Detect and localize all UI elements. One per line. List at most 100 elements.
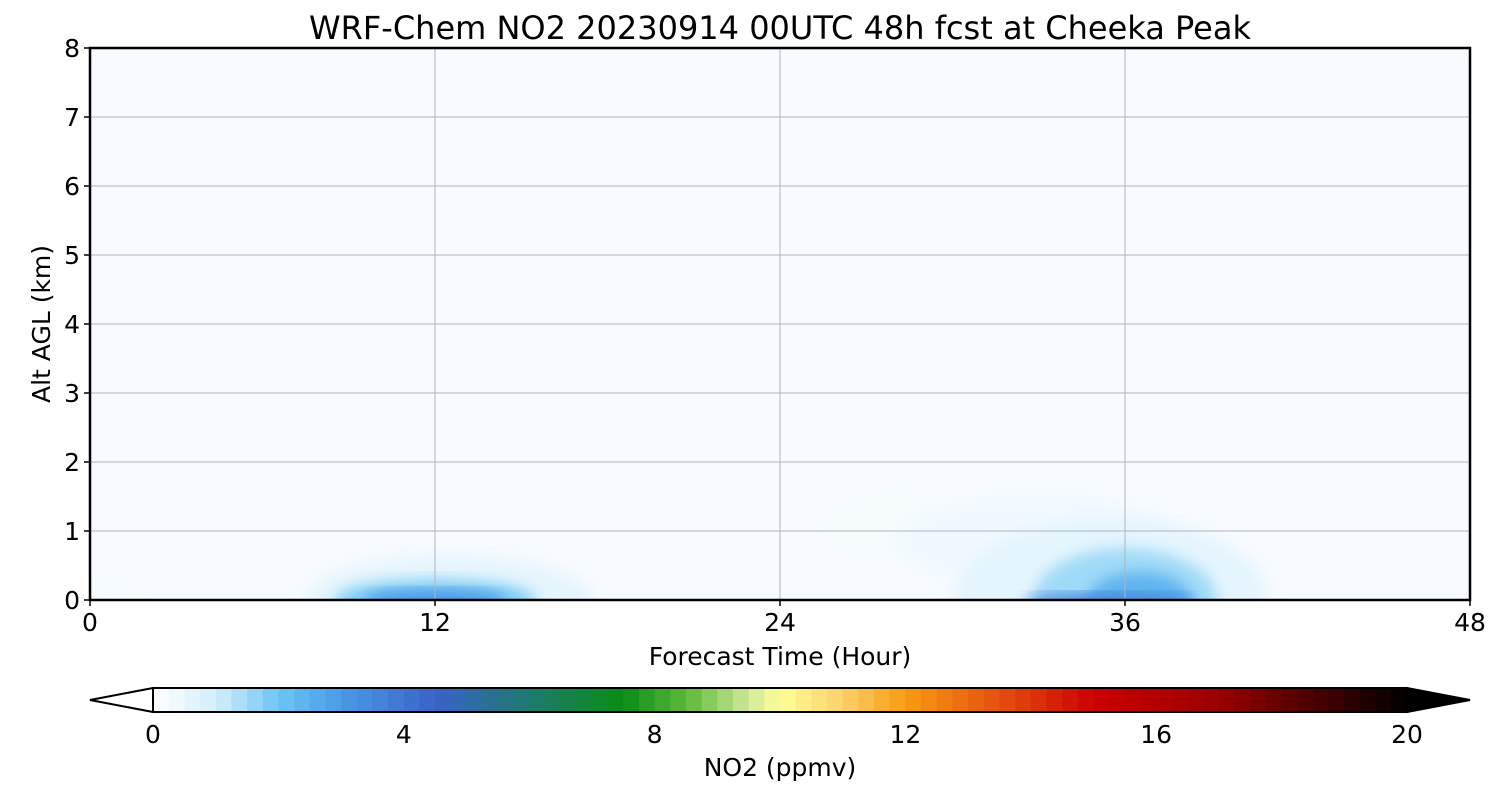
colorbar-swatch-26 [560, 688, 577, 712]
colorbar-swatch-73 [1297, 688, 1314, 712]
colorbar-swatch-55 [1015, 688, 1032, 712]
colorbar-swatch-13 [356, 688, 374, 712]
colorbar-swatch-33 [670, 688, 687, 712]
colorbar-swatch-19 [450, 688, 468, 712]
colorbar-swatch-10 [309, 688, 327, 712]
y-tick-label-2: 2 [64, 448, 80, 477]
y-tick-label-7: 7 [64, 103, 80, 132]
colorbar-swatch-20 [466, 688, 483, 712]
colorbar-swatch-54 [999, 688, 1016, 712]
colorbar-swatch-69 [1234, 688, 1251, 712]
y-tick-label-3: 3 [64, 379, 80, 408]
colorbar-tick-label-0: 0 [145, 720, 161, 749]
colorbar-swatch-9 [294, 688, 311, 712]
colorbar-swatch-4 [215, 688, 232, 712]
colorbar-swatch-41 [795, 688, 812, 712]
colorbar-swatch-70 [1250, 688, 1267, 712]
colorbar-swatch-8 [278, 688, 295, 712]
colorbar-swatch-5 [231, 688, 248, 712]
colorbar-swatch-65 [1171, 688, 1189, 712]
field-blob-0 [90, 586, 148, 600]
colorbar-swatch-74 [1312, 688, 1330, 712]
colorbar-swatch-34 [685, 688, 703, 712]
colorbar-swatch-43 [827, 688, 844, 712]
colorbar-swatch-32 [654, 688, 671, 712]
x-tick-label-36: 36 [1109, 608, 1141, 637]
colorbar-swatch-68 [1218, 688, 1236, 712]
colorbar-swatch-75 [1328, 688, 1345, 712]
colorbar-frame [152, 687, 1408, 713]
colorbar-swatch-23 [513, 688, 530, 712]
colorbar-swatch-56 [1030, 688, 1048, 712]
concentration-field [90, 493, 1269, 600]
colorbar-swatch-60 [1093, 688, 1110, 712]
colorbar-swatch-15 [388, 688, 405, 712]
colorbar-swatch-27 [576, 688, 593, 712]
colorbar-tick-label-16: 16 [1140, 720, 1172, 749]
colorbar-swatch-67 [1203, 688, 1220, 712]
colorbar-swatch-30 [623, 688, 640, 712]
colorbar-tick-label-8: 8 [647, 720, 663, 749]
colorbar-swatch-7 [262, 688, 279, 712]
colorbar-swatch-77 [1359, 688, 1377, 712]
colorbar-swatch-44 [842, 688, 859, 712]
colorbar-swatch-45 [858, 688, 875, 712]
colorbar-extend-max [1406, 686, 1471, 714]
colorbar-swatch-39 [764, 688, 781, 712]
colorbar-swatch-29 [607, 688, 624, 712]
x-tick-label-12: 12 [419, 608, 451, 637]
chart-title: WRF-Chem NO2 20230914 00UTC 48h fcst at … [309, 9, 1251, 47]
field-blob-9 [1024, 593, 1197, 600]
x-axis-label: Forecast Time (Hour) [649, 642, 912, 671]
colorbar-swatch-62 [1124, 688, 1142, 712]
colorbar-swatch-66 [1187, 688, 1204, 712]
colorbar-swatch-35 [701, 688, 718, 712]
colorbar-swatch-18 [435, 688, 452, 712]
x-tick-label-48: 48 [1454, 608, 1486, 637]
y-axis-label: Alt AGL (km) [27, 245, 56, 403]
y-tick-label-4: 4 [64, 310, 80, 339]
colorbar-swatch-25 [544, 688, 562, 712]
colorbar-swatch-58 [1062, 688, 1079, 712]
colorbar-swatch-0 [153, 688, 170, 712]
colorbar-swatch-21 [482, 688, 499, 712]
x-tick-label-24: 24 [764, 608, 796, 637]
colorbar-swatch-28 [591, 688, 609, 712]
colorbar-swatch-72 [1281, 688, 1298, 712]
colorbar-swatch-12 [341, 688, 358, 712]
y-tick-label-5: 5 [64, 241, 80, 270]
colorbar-swatch-24 [529, 688, 546, 712]
colorbar-swatch-2 [184, 688, 201, 712]
colorbar-swatch-53 [983, 688, 1001, 712]
grid-lines [90, 48, 1470, 600]
colorbar-swatch-78 [1375, 688, 1392, 712]
x-tick-label-0: 0 [82, 608, 98, 637]
colorbar-swatch-76 [1344, 688, 1361, 712]
colorbar-swatch-17 [419, 688, 436, 712]
colorbar-extend-min [89, 686, 154, 714]
colorbar-swatch-50 [936, 688, 954, 712]
field-blob-8 [1087, 572, 1192, 600]
colorbar-swatch-52 [968, 688, 985, 712]
y-tick-label-1: 1 [64, 517, 80, 546]
colorbar-swatch-57 [1046, 688, 1063, 712]
y-tick-label-0: 0 [64, 586, 80, 615]
colorbar-swatch-6 [247, 688, 264, 712]
colorbar-tick-label-4: 4 [396, 720, 412, 749]
colorbar-swatch-63 [1140, 688, 1157, 712]
colorbar-swatch-49 [921, 688, 938, 712]
colorbar-swatch-14 [372, 688, 389, 712]
colorbar-swatch-59 [1077, 688, 1095, 712]
colorbar-swatch-40 [780, 688, 797, 712]
x-axis-ticks: 0 12 24 36 48 [82, 600, 1486, 637]
colorbar-swatch-51 [952, 688, 969, 712]
colorbar-swatch-36 [717, 688, 734, 712]
colorbar-swatch-61 [1109, 688, 1126, 712]
y-tick-label-6: 6 [64, 172, 80, 201]
colorbar-swatch-47 [889, 688, 906, 712]
colorbar-tick-label-12: 12 [889, 720, 921, 749]
y-axis-ticks: 0 1 2 3 4 5 6 7 8 [64, 34, 90, 615]
colorbar-tick-label-20: 20 [1391, 720, 1423, 749]
colorbar-swatch-38 [748, 688, 765, 712]
